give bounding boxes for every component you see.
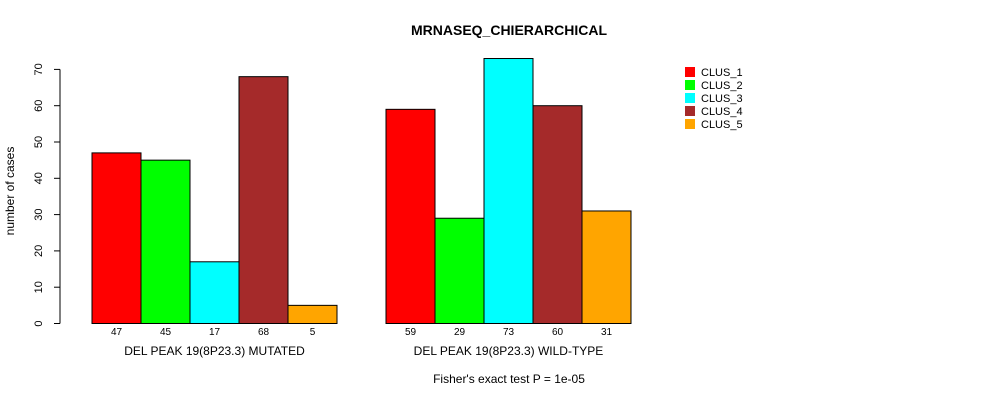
- y-axis: 0 10 20 30 40 50 60 70: [33, 63, 61, 327]
- legend-label: CLUS_3: [701, 93, 743, 105]
- bar-value-label: 17: [209, 327, 221, 338]
- group-label-1: DEL PEAK 19(8P23.3) MUTATED: [124, 344, 305, 358]
- bar-clus-2-group-2: [434, 217, 485, 324]
- bar-clus-3-group-1: [189, 261, 240, 325]
- y-tick-label: 10: [33, 281, 45, 293]
- bar-clus-4-group-1: [238, 76, 289, 324]
- bar-value-label: 29: [454, 327, 466, 338]
- bar-clus-5-group-2: [581, 210, 632, 324]
- bar-clus-4-group-2: [532, 105, 583, 324]
- y-tick-label: 60: [33, 100, 45, 112]
- bar-value-label: 73: [503, 327, 515, 338]
- bar-value-label: 45: [160, 327, 172, 338]
- bar-value-label: 59: [405, 327, 417, 338]
- bar-value-label: 47: [111, 327, 123, 338]
- bar-clus-5-group-1: [287, 304, 338, 325]
- chart-title: MRNASEQ_CHIERARCHICAL: [411, 22, 607, 38]
- bar-value-label: 68: [258, 327, 270, 338]
- bar-clus-1-group-1: [91, 152, 142, 324]
- legend-swatch: [685, 93, 695, 103]
- bar-clus-3-group-2: [483, 58, 534, 324]
- y-tick-label: 40: [33, 172, 45, 184]
- group-label-2: DEL PEAK 19(8P23.3) WILD-TYPE: [414, 344, 604, 358]
- bar-clus-1-group-2: [385, 108, 436, 324]
- legend-label: CLUS_4: [701, 106, 743, 118]
- y-tick-label: 30: [33, 208, 45, 220]
- legend-swatch: [685, 80, 695, 90]
- y-axis-label: number of cases: [3, 147, 17, 236]
- bar-value-label: 31: [601, 327, 613, 338]
- bar-value-label: 5: [310, 327, 316, 338]
- legend-label: CLUS_2: [701, 80, 743, 92]
- bar-clus-2-group-1: [140, 159, 191, 324]
- legend-swatch: [685, 119, 695, 129]
- group-labels: DEL PEAK 19(8P23.3) MUTATED DEL PEAK 19(8…: [124, 344, 603, 358]
- y-tick-label: 50: [33, 136, 45, 148]
- fisher-test-footnote: Fisher's exact test P = 1e-05: [433, 372, 585, 386]
- legend-label: CLUS_5: [701, 119, 743, 131]
- legend-label: CLUS_1: [701, 67, 743, 79]
- y-tick-label: 0: [33, 320, 45, 326]
- legend-swatch: [685, 106, 695, 116]
- y-tick-label: 20: [33, 245, 45, 257]
- y-tick-label: 70: [33, 63, 45, 75]
- legend-swatch: [685, 67, 695, 77]
- bars: 47 45 17 68 5 59 29 73 60 31: [91, 58, 632, 338]
- bar-value-label: 60: [552, 327, 564, 338]
